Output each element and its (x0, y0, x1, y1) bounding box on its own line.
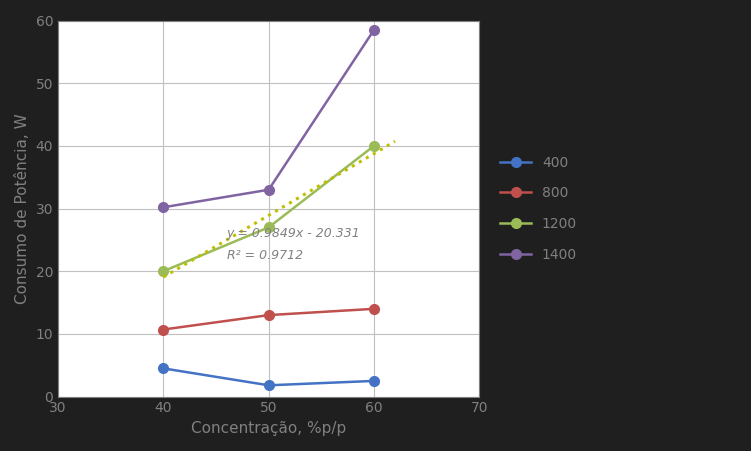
1400 (264, 187, 273, 193)
X-axis label: Concentração, %p/p: Concentração, %p/p (191, 421, 346, 436)
Line: 400: 400 (158, 364, 379, 390)
400 (369, 378, 379, 384)
Line: 800: 800 (158, 304, 379, 334)
800 (159, 327, 168, 332)
800 (369, 306, 379, 312)
400 (159, 366, 168, 371)
Line: 1200: 1200 (158, 141, 379, 276)
800 (264, 313, 273, 318)
1400 (159, 205, 168, 210)
1200 (369, 143, 379, 148)
1200 (264, 225, 273, 230)
400 (264, 382, 273, 388)
1400 (369, 27, 379, 32)
1200 (159, 268, 168, 274)
Legend: 400, 800, 1200, 1400: 400, 800, 1200, 1400 (495, 150, 583, 267)
Y-axis label: Consumo de Potência, W: Consumo de Potência, W (15, 113, 30, 304)
Line: 1400: 1400 (158, 25, 379, 212)
Text: R² = 0.9712: R² = 0.9712 (227, 249, 303, 262)
Text: y = 0.9849x - 20.331: y = 0.9849x - 20.331 (227, 227, 360, 240)
